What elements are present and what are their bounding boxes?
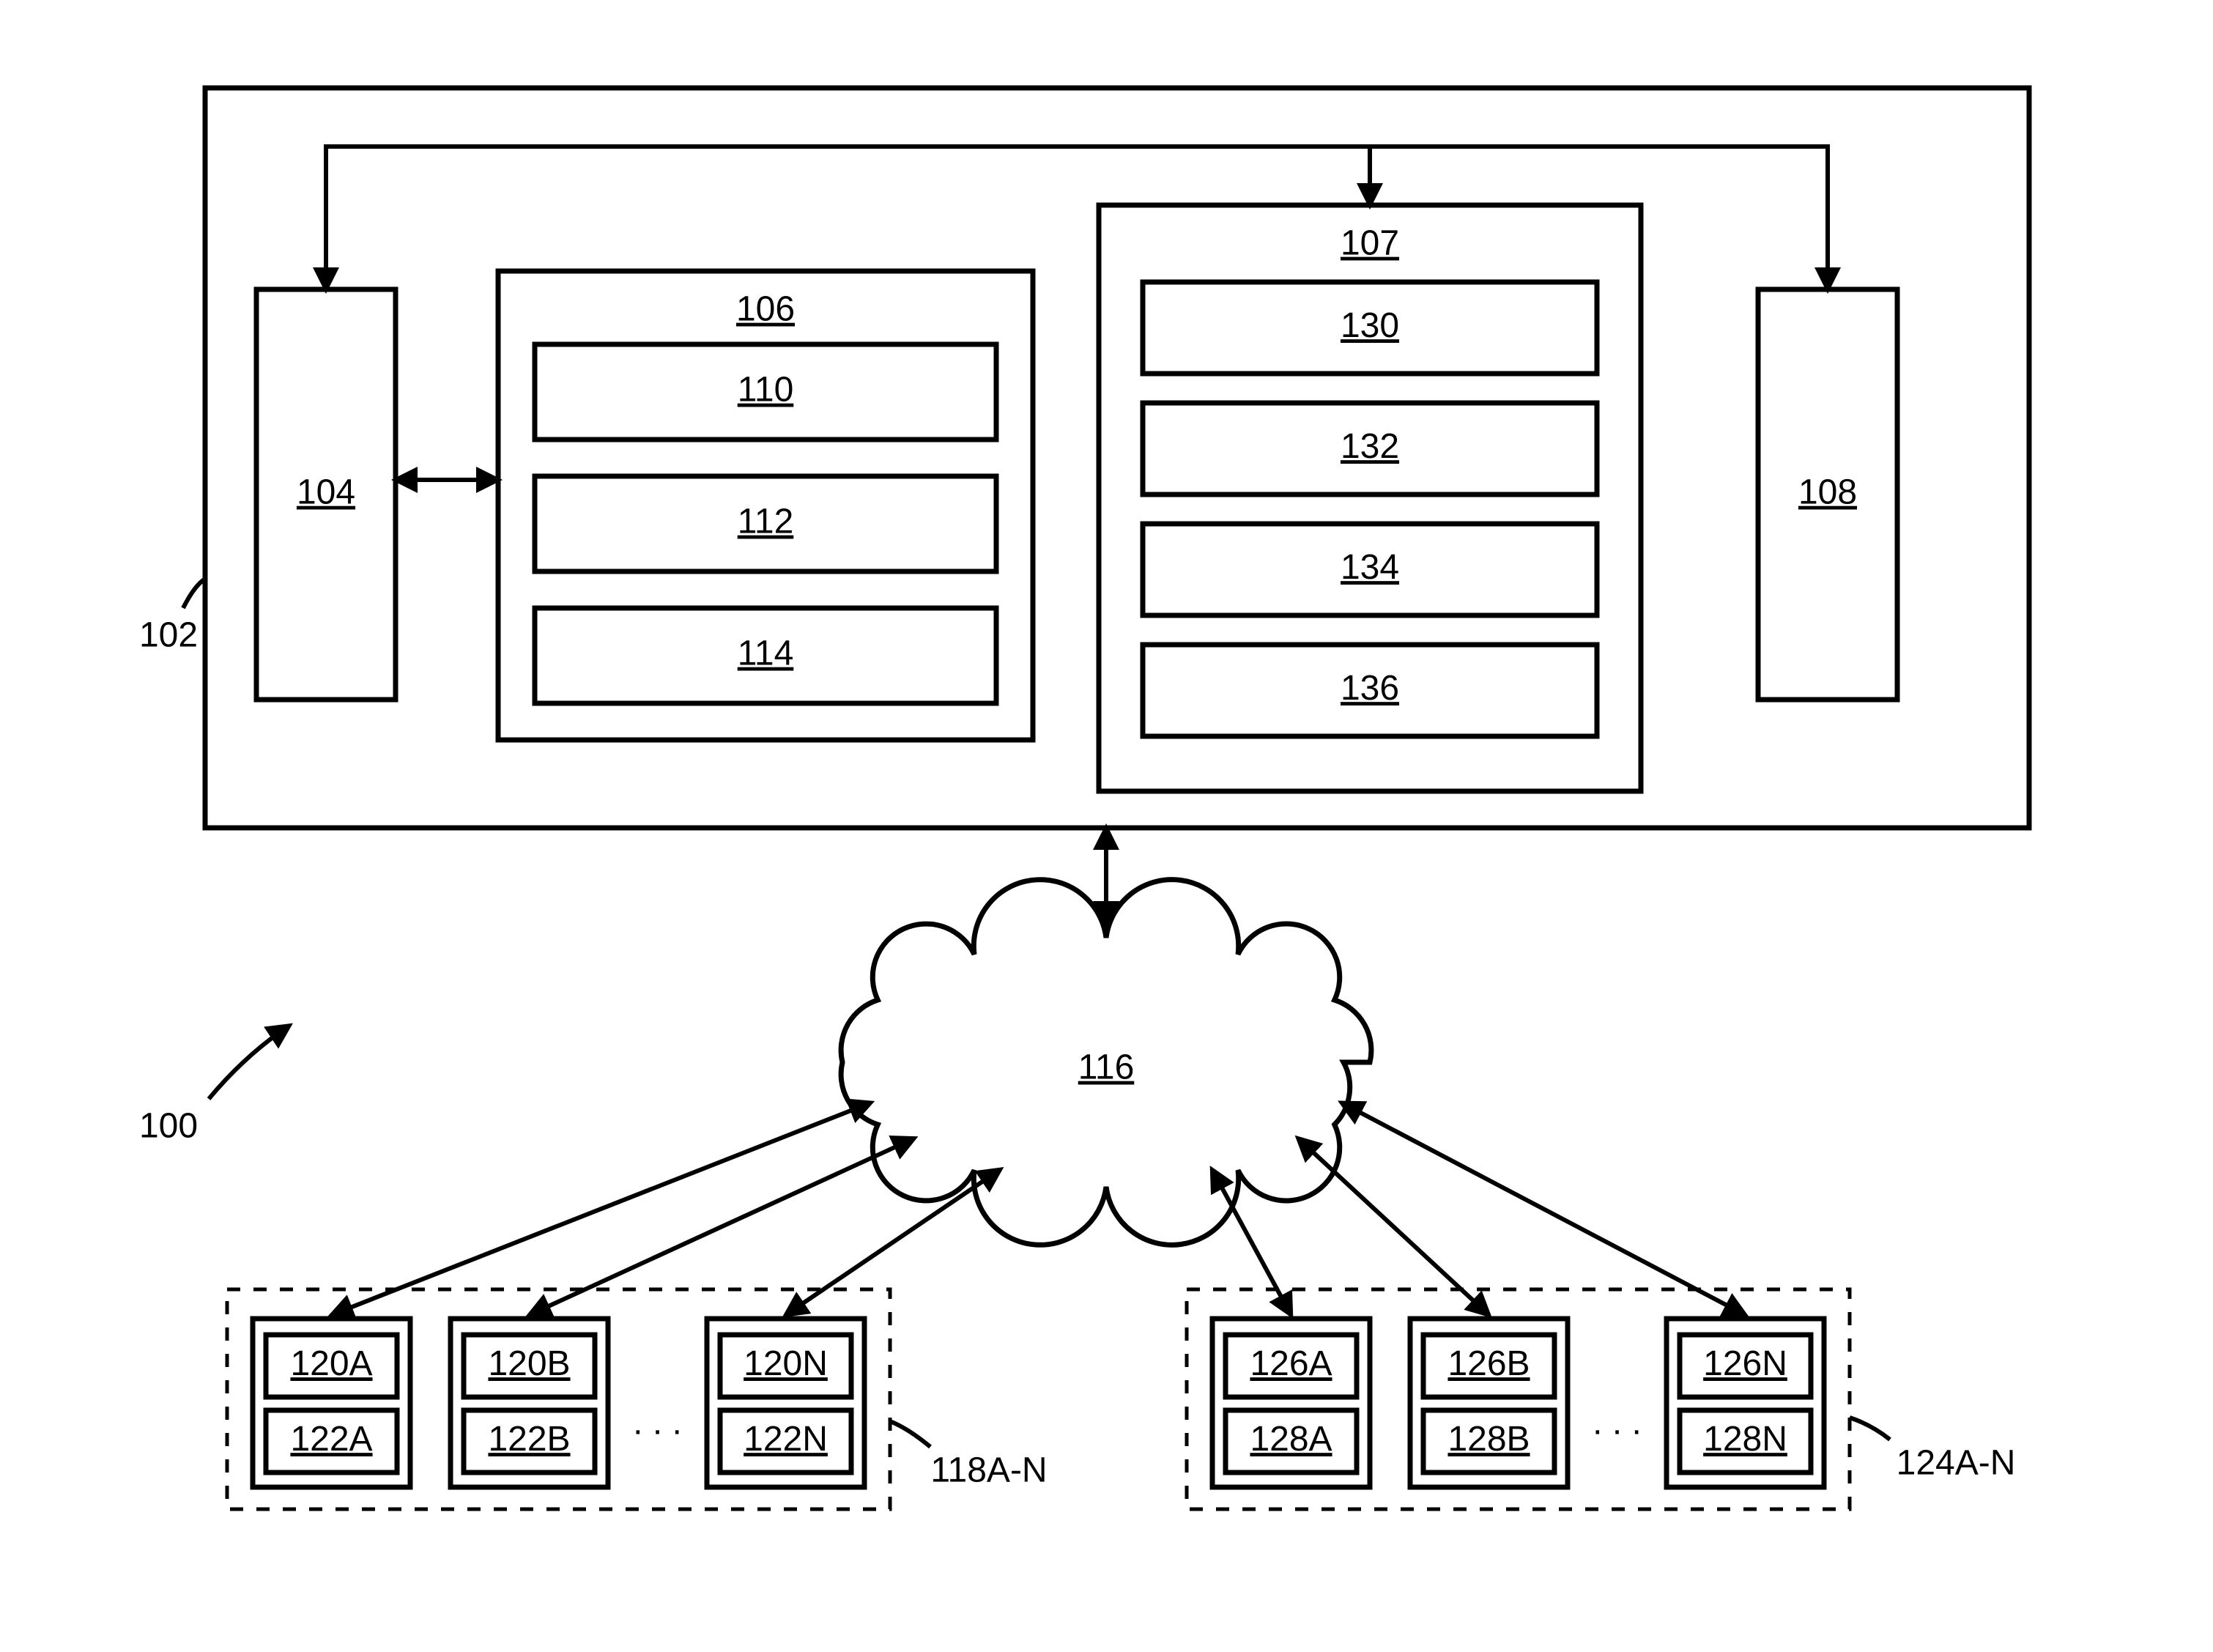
ref-100: 100 bbox=[139, 1107, 198, 1146]
label-107-row: 130 bbox=[1341, 306, 1399, 345]
dev-bot: 122N bbox=[744, 1420, 828, 1459]
ref-124: 124A-N bbox=[1897, 1444, 2016, 1483]
dev-top: 120N bbox=[744, 1344, 828, 1383]
label-107-row: 136 bbox=[1341, 669, 1399, 708]
dev-bot: 128A bbox=[1250, 1420, 1332, 1459]
label-106-row: 114 bbox=[738, 634, 794, 673]
label-cloud: 116 bbox=[1078, 1048, 1135, 1087]
dev-bot: 128N bbox=[1703, 1420, 1787, 1459]
label-108: 108 bbox=[1798, 473, 1857, 512]
ellipsis-left: . . . bbox=[633, 1404, 682, 1442]
dev-bot: 122A bbox=[290, 1420, 372, 1459]
dev-top: 120A bbox=[290, 1344, 372, 1383]
label-107-row: 132 bbox=[1341, 427, 1399, 466]
dev-top: 126B bbox=[1447, 1344, 1530, 1383]
label-107-row: 134 bbox=[1341, 548, 1399, 587]
ref-118: 118A-N bbox=[930, 1451, 1047, 1490]
label-104: 104 bbox=[297, 473, 355, 512]
dev-top: 126N bbox=[1703, 1344, 1787, 1383]
ellipsis-right: . . . bbox=[1593, 1404, 1642, 1442]
label-106: 106 bbox=[736, 290, 795, 329]
dev-bot: 128B bbox=[1447, 1420, 1530, 1459]
label-107: 107 bbox=[1341, 224, 1399, 263]
dev-top: 120B bbox=[488, 1344, 570, 1383]
label-106-row: 112 bbox=[738, 503, 794, 541]
dev-bot: 122B bbox=[488, 1420, 570, 1459]
label-106-row: 110 bbox=[738, 371, 794, 410]
dev-top: 126A bbox=[1250, 1344, 1332, 1383]
ref-102: 102 bbox=[139, 616, 198, 655]
